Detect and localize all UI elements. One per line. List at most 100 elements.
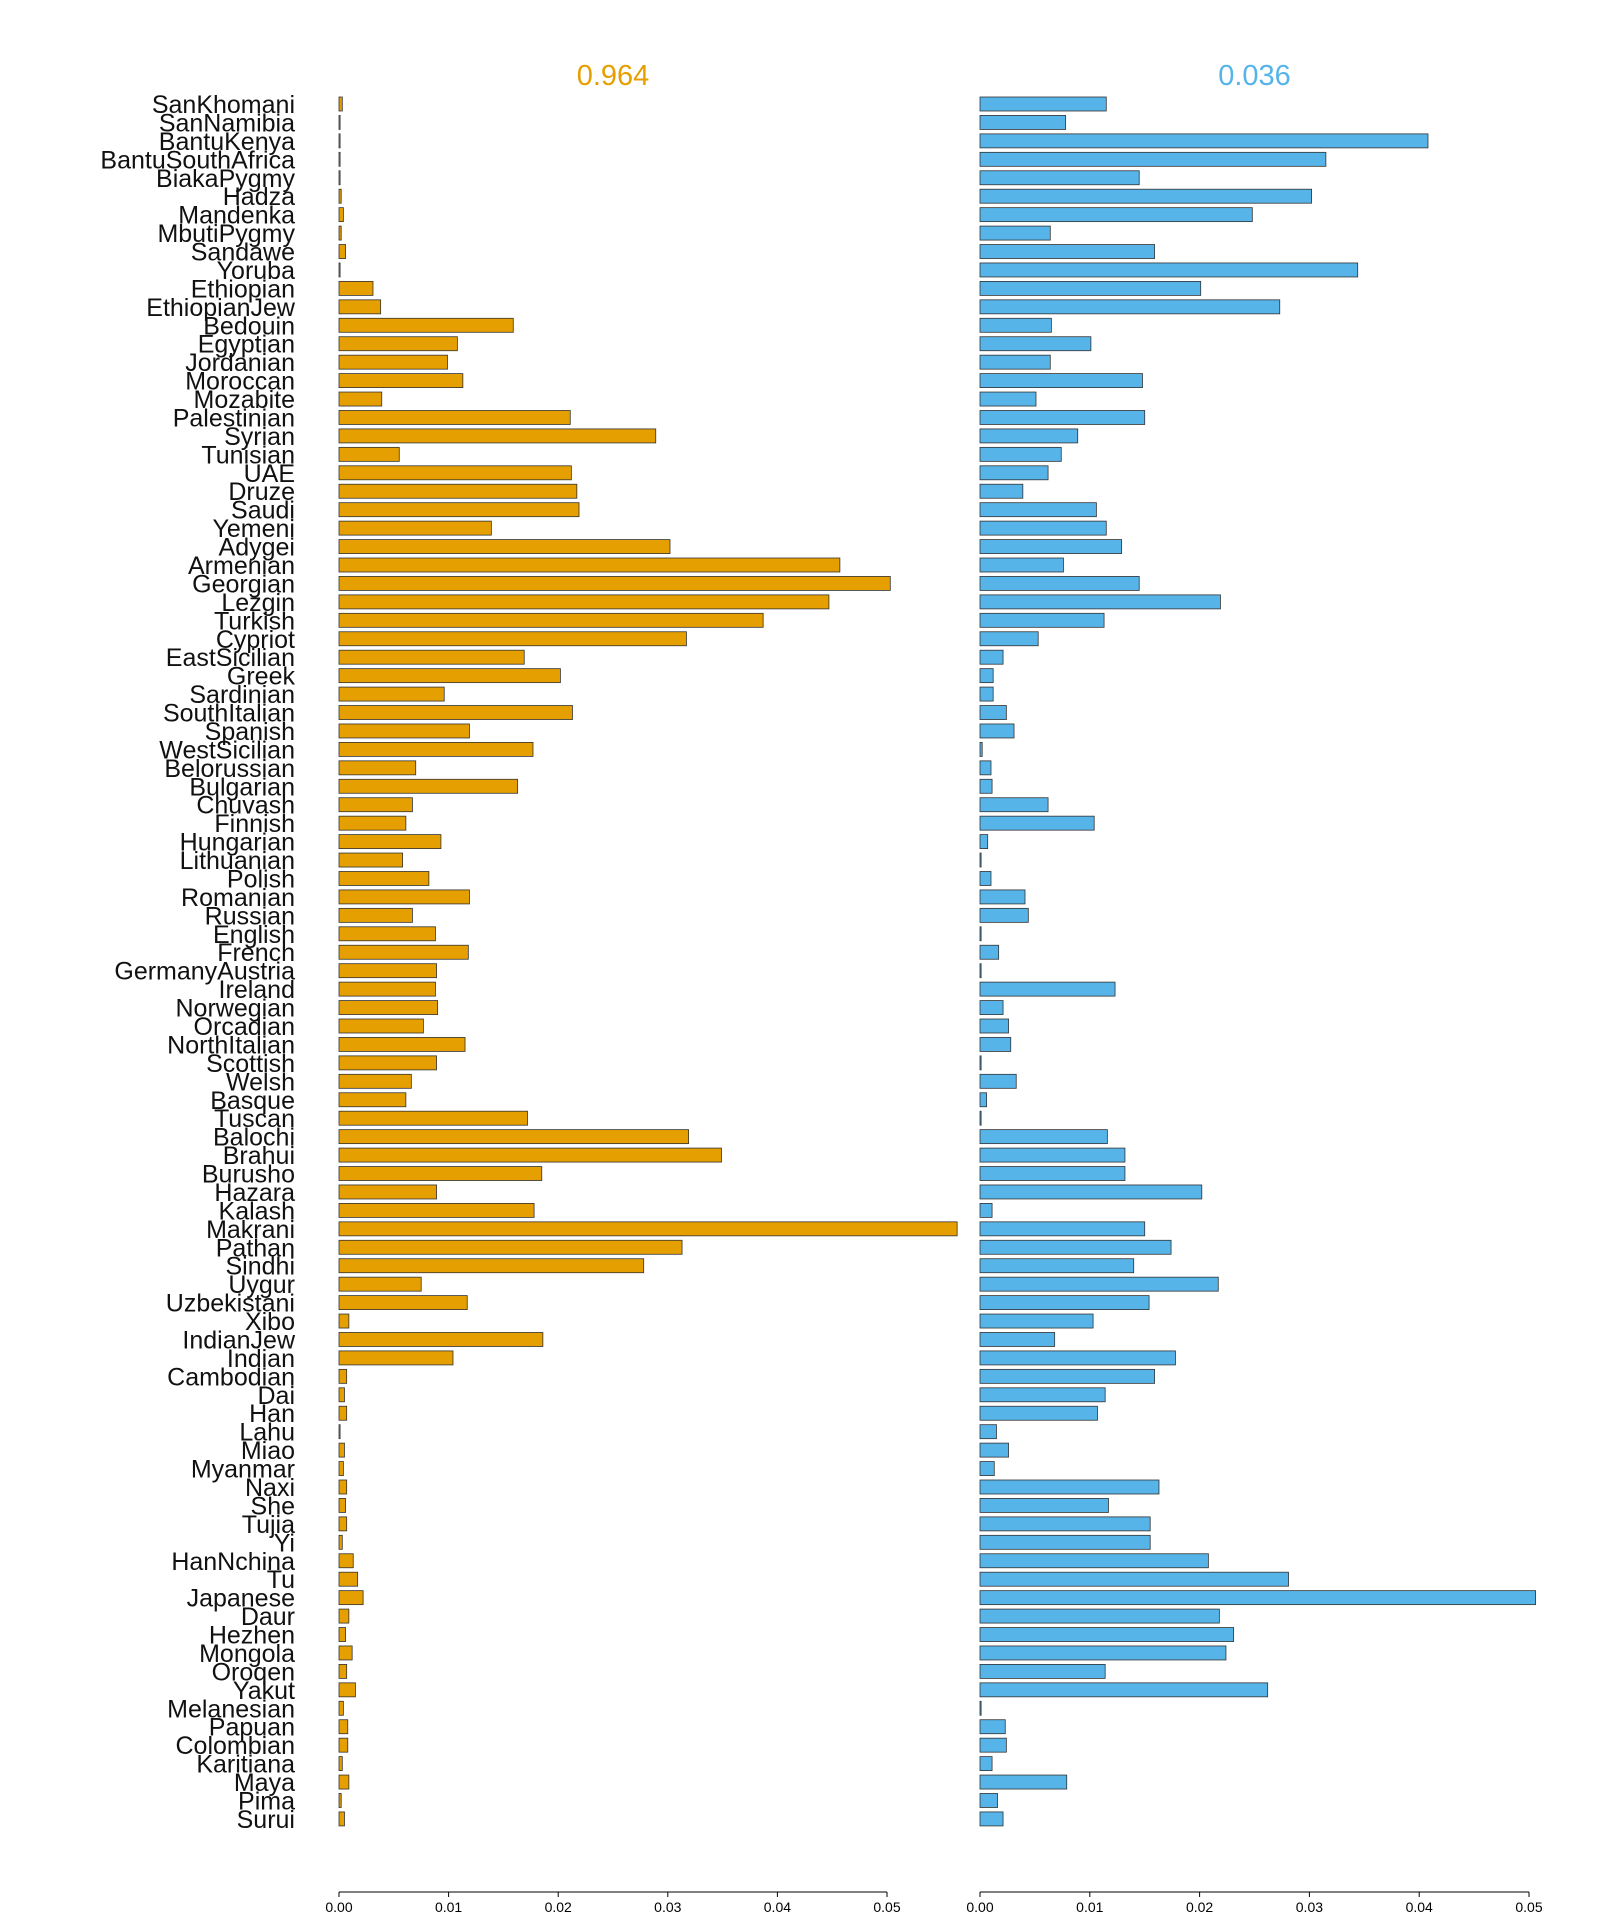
bar bbox=[979, 778, 993, 794]
bar bbox=[979, 1793, 998, 1808]
category-label: Burusho bbox=[202, 1161, 295, 1189]
category-label: Georgian bbox=[192, 570, 295, 598]
category-label: Sandawe bbox=[191, 239, 295, 267]
bar bbox=[979, 1774, 1068, 1790]
bar bbox=[338, 1627, 346, 1642]
category-label: Finnish bbox=[214, 810, 295, 838]
bar bbox=[979, 373, 1143, 389]
category-label: Kalash bbox=[219, 1197, 295, 1225]
category-label: Uzbekistani bbox=[166, 1290, 295, 1318]
x-tick-label: 0.00 bbox=[325, 1899, 352, 1915]
bar bbox=[338, 1350, 454, 1366]
bar bbox=[338, 612, 764, 628]
bar bbox=[338, 576, 891, 591]
category-label: Bulgarian bbox=[189, 773, 295, 801]
category-label: Hungarian bbox=[180, 829, 295, 857]
bar bbox=[979, 705, 1007, 720]
category-label: Greek bbox=[227, 663, 296, 691]
category-label: Pathan bbox=[216, 1234, 295, 1262]
bar bbox=[338, 1682, 356, 1698]
bar bbox=[338, 133, 341, 149]
category-label: Melanesian bbox=[167, 1695, 295, 1723]
category-label: EthiopianJew bbox=[146, 294, 296, 322]
bar bbox=[338, 96, 343, 112]
category-label: Tunisian bbox=[201, 441, 295, 469]
bar bbox=[979, 1387, 1106, 1403]
bar bbox=[979, 1442, 1009, 1458]
bar bbox=[979, 594, 1221, 610]
category-label: Lahu bbox=[239, 1419, 295, 1447]
category-label: Basque bbox=[210, 1087, 295, 1115]
category-label: Druze bbox=[228, 478, 295, 506]
bar bbox=[338, 1147, 722, 1163]
bar bbox=[979, 723, 1015, 739]
category-labels: SanKhomaniSanNamibiaBantuKenyaBantuSouth… bbox=[100, 91, 296, 1834]
bar bbox=[979, 649, 1004, 665]
x-axis-blue: 0.00 0.01 0.02 0.03 0.04 0.05 bbox=[966, 1891, 1543, 1915]
category-label: Myanmar bbox=[191, 1456, 295, 1484]
bar bbox=[338, 207, 344, 223]
bar bbox=[338, 1664, 348, 1679]
x-tick-label: 0.03 bbox=[1296, 1899, 1323, 1915]
bar bbox=[979, 539, 1123, 554]
bar bbox=[979, 1166, 1126, 1181]
category-label: Lithuanian bbox=[180, 847, 295, 875]
bar bbox=[338, 760, 417, 776]
bar bbox=[979, 446, 1062, 462]
bar bbox=[979, 391, 1037, 407]
bar bbox=[979, 1571, 1289, 1587]
bar bbox=[979, 1350, 1176, 1366]
category-label: BantuKenya bbox=[159, 128, 295, 156]
bar bbox=[338, 1793, 342, 1808]
bar bbox=[979, 1664, 1106, 1679]
bar bbox=[338, 1756, 343, 1771]
bar bbox=[338, 742, 534, 757]
category-label: Chuvash bbox=[196, 792, 295, 820]
category-label: WestSicilian bbox=[159, 736, 295, 764]
bar bbox=[338, 871, 430, 886]
bar bbox=[979, 317, 1052, 333]
bar bbox=[979, 1313, 1094, 1329]
bar bbox=[979, 742, 983, 757]
category-label: Armenian bbox=[188, 552, 295, 580]
bar bbox=[338, 686, 445, 702]
bar bbox=[979, 207, 1253, 223]
bar bbox=[979, 354, 1051, 370]
bar bbox=[979, 96, 1107, 112]
category-label: EastSicilian bbox=[166, 644, 295, 672]
bar bbox=[979, 1184, 1203, 1200]
category-label: Mongola bbox=[199, 1640, 295, 1668]
bar bbox=[979, 797, 1049, 813]
bar bbox=[979, 576, 1140, 591]
bar bbox=[338, 1608, 350, 1624]
category-label: Cypriot bbox=[216, 626, 295, 654]
bar bbox=[338, 262, 341, 278]
category-label: Daur bbox=[241, 1603, 295, 1631]
bar bbox=[979, 907, 1029, 923]
category-label: Moroccan bbox=[185, 368, 295, 396]
bar bbox=[979, 1368, 1155, 1384]
bar bbox=[338, 299, 382, 315]
bar bbox=[338, 815, 407, 831]
bar bbox=[979, 871, 992, 886]
bar bbox=[338, 317, 514, 333]
x-tick-label: 0.04 bbox=[1406, 1899, 1433, 1915]
bar bbox=[338, 280, 374, 296]
bar bbox=[338, 1405, 348, 1421]
bar bbox=[979, 981, 1116, 997]
x-tick-label: 0.01 bbox=[435, 1899, 462, 1915]
bar bbox=[338, 151, 341, 167]
bar bbox=[338, 797, 413, 813]
category-label: Turkish bbox=[214, 607, 295, 635]
bar bbox=[338, 1258, 645, 1274]
x-axis-orange: 0.00 0.01 0.02 0.03 0.04 0.05 bbox=[325, 1891, 901, 1915]
bar bbox=[979, 1037, 1012, 1052]
bar bbox=[338, 852, 403, 868]
bar bbox=[979, 1258, 1135, 1274]
bar bbox=[979, 428, 1079, 444]
x-tick-label: 0.05 bbox=[1515, 1899, 1542, 1915]
category-label: Adygei bbox=[219, 534, 295, 562]
bar bbox=[979, 1147, 1126, 1163]
bar bbox=[338, 981, 436, 997]
bar bbox=[338, 1571, 359, 1587]
